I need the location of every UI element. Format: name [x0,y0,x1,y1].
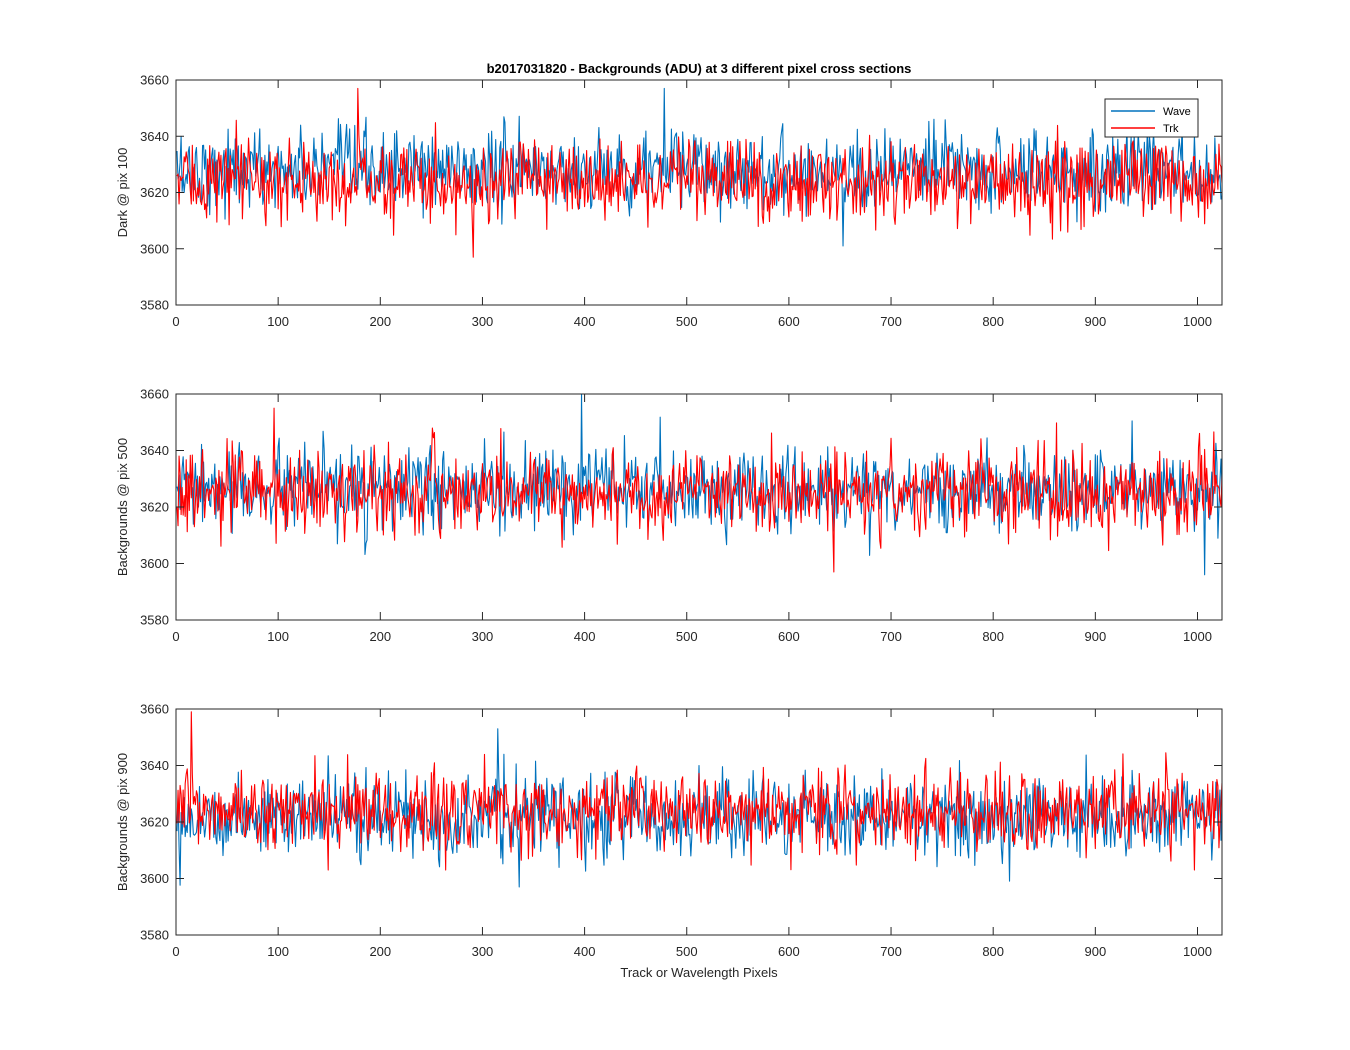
x-axis-label: Track or Wavelength Pixels [620,965,778,980]
series-group [176,87,1222,258]
x-tick-label: 700 [880,629,902,644]
x-tick-label: 100 [267,629,289,644]
x-tick-label: 600 [778,314,800,329]
series-group [176,711,1222,888]
x-tick-label: 300 [472,629,494,644]
y-axis-label: Dark @ pix 100 [115,148,130,238]
legend-box [1104,98,1199,138]
x-tick-label: 300 [472,944,494,959]
series-line-trk [176,711,1222,871]
y-tick-label: 3600 [140,871,169,886]
x-tick-label: 100 [267,314,289,329]
x-tick-label: 200 [369,314,391,329]
x-tick-label: 1000 [1183,629,1212,644]
legend: Wave Trk [1104,98,1199,138]
y-tick-label: 3640 [140,758,169,773]
y-tick-label: 3580 [140,928,169,943]
y-tick-label: 3620 [140,185,169,200]
panel-2: 0 100 200 300 400 500 600 700 800 900 1000 3580 3600… [115,387,1223,644]
x-tick-label: 100 [267,944,289,959]
y-tick-label: 3640 [140,129,169,144]
x-tick-label: 1000 [1183,314,1212,329]
x-tick-label: 300 [472,314,494,329]
x-tick-label: 400 [574,314,596,329]
y-tick-label: 3600 [140,241,169,256]
panel-1: 0 100 200 300 400 500 600 700 800 900 1000 3580 3600… [115,73,1223,329]
x-tick-label: 500 [676,629,698,644]
x-tick-label: 700 [880,314,902,329]
series-line-trk [176,87,1222,258]
panel-3: 0 100 200 300 400 500 600 700 800 900 1000 3580 3600… [115,702,1223,959]
legend-entry-trk: Trk [1163,123,1179,135]
x-tick-label: 0 [172,944,179,959]
x-tick-label: 1000 [1183,944,1212,959]
y-axis-label: Backgrounds @ pix 900 [115,753,130,891]
x-tick-label: 400 [574,629,596,644]
series-line-trk [176,407,1222,573]
x-tick-label: 200 [369,944,391,959]
x-tick-label: 800 [982,629,1004,644]
y-tick-label: 3580 [140,613,169,628]
x-tick-label: 900 [1084,314,1106,329]
x-tick-label: 800 [982,944,1004,959]
x-tick-label: 800 [982,314,1004,329]
x-tick-label: 400 [574,944,596,959]
x-tick-label: 900 [1084,629,1106,644]
x-tick-label: 500 [676,314,698,329]
legend-entry-wave: Wave [1163,106,1191,118]
y-tick-label: 3660 [140,702,169,717]
x-tick-label: 0 [172,629,179,644]
x-tick-label: 0 [172,314,179,329]
y-axis-label: Backgrounds @ pix 500 [115,438,130,576]
y-tick-label: 3580 [140,298,169,313]
series-group [176,394,1222,576]
y-tick-label: 3640 [140,443,169,458]
x-tick-label: 600 [778,629,800,644]
x-tick-label: 200 [369,629,391,644]
x-tick-label: 700 [880,944,902,959]
y-tick-label: 3660 [140,73,169,88]
y-tick-label: 3600 [140,556,169,571]
chart-title: b2017031820 - Backgrounds (ADU) at 3 dif… [487,61,912,76]
x-tick-label: 600 [778,944,800,959]
panels: 0 100 200 300 400 500 600 700 800 900 100035803600… [115,73,1223,959]
x-tick-label: 900 [1084,944,1106,959]
y-tick-label: 3620 [140,500,169,515]
y-tick-label: 3620 [140,815,169,830]
x-tick-label: 500 [676,944,698,959]
y-tick-label: 3660 [140,387,169,402]
